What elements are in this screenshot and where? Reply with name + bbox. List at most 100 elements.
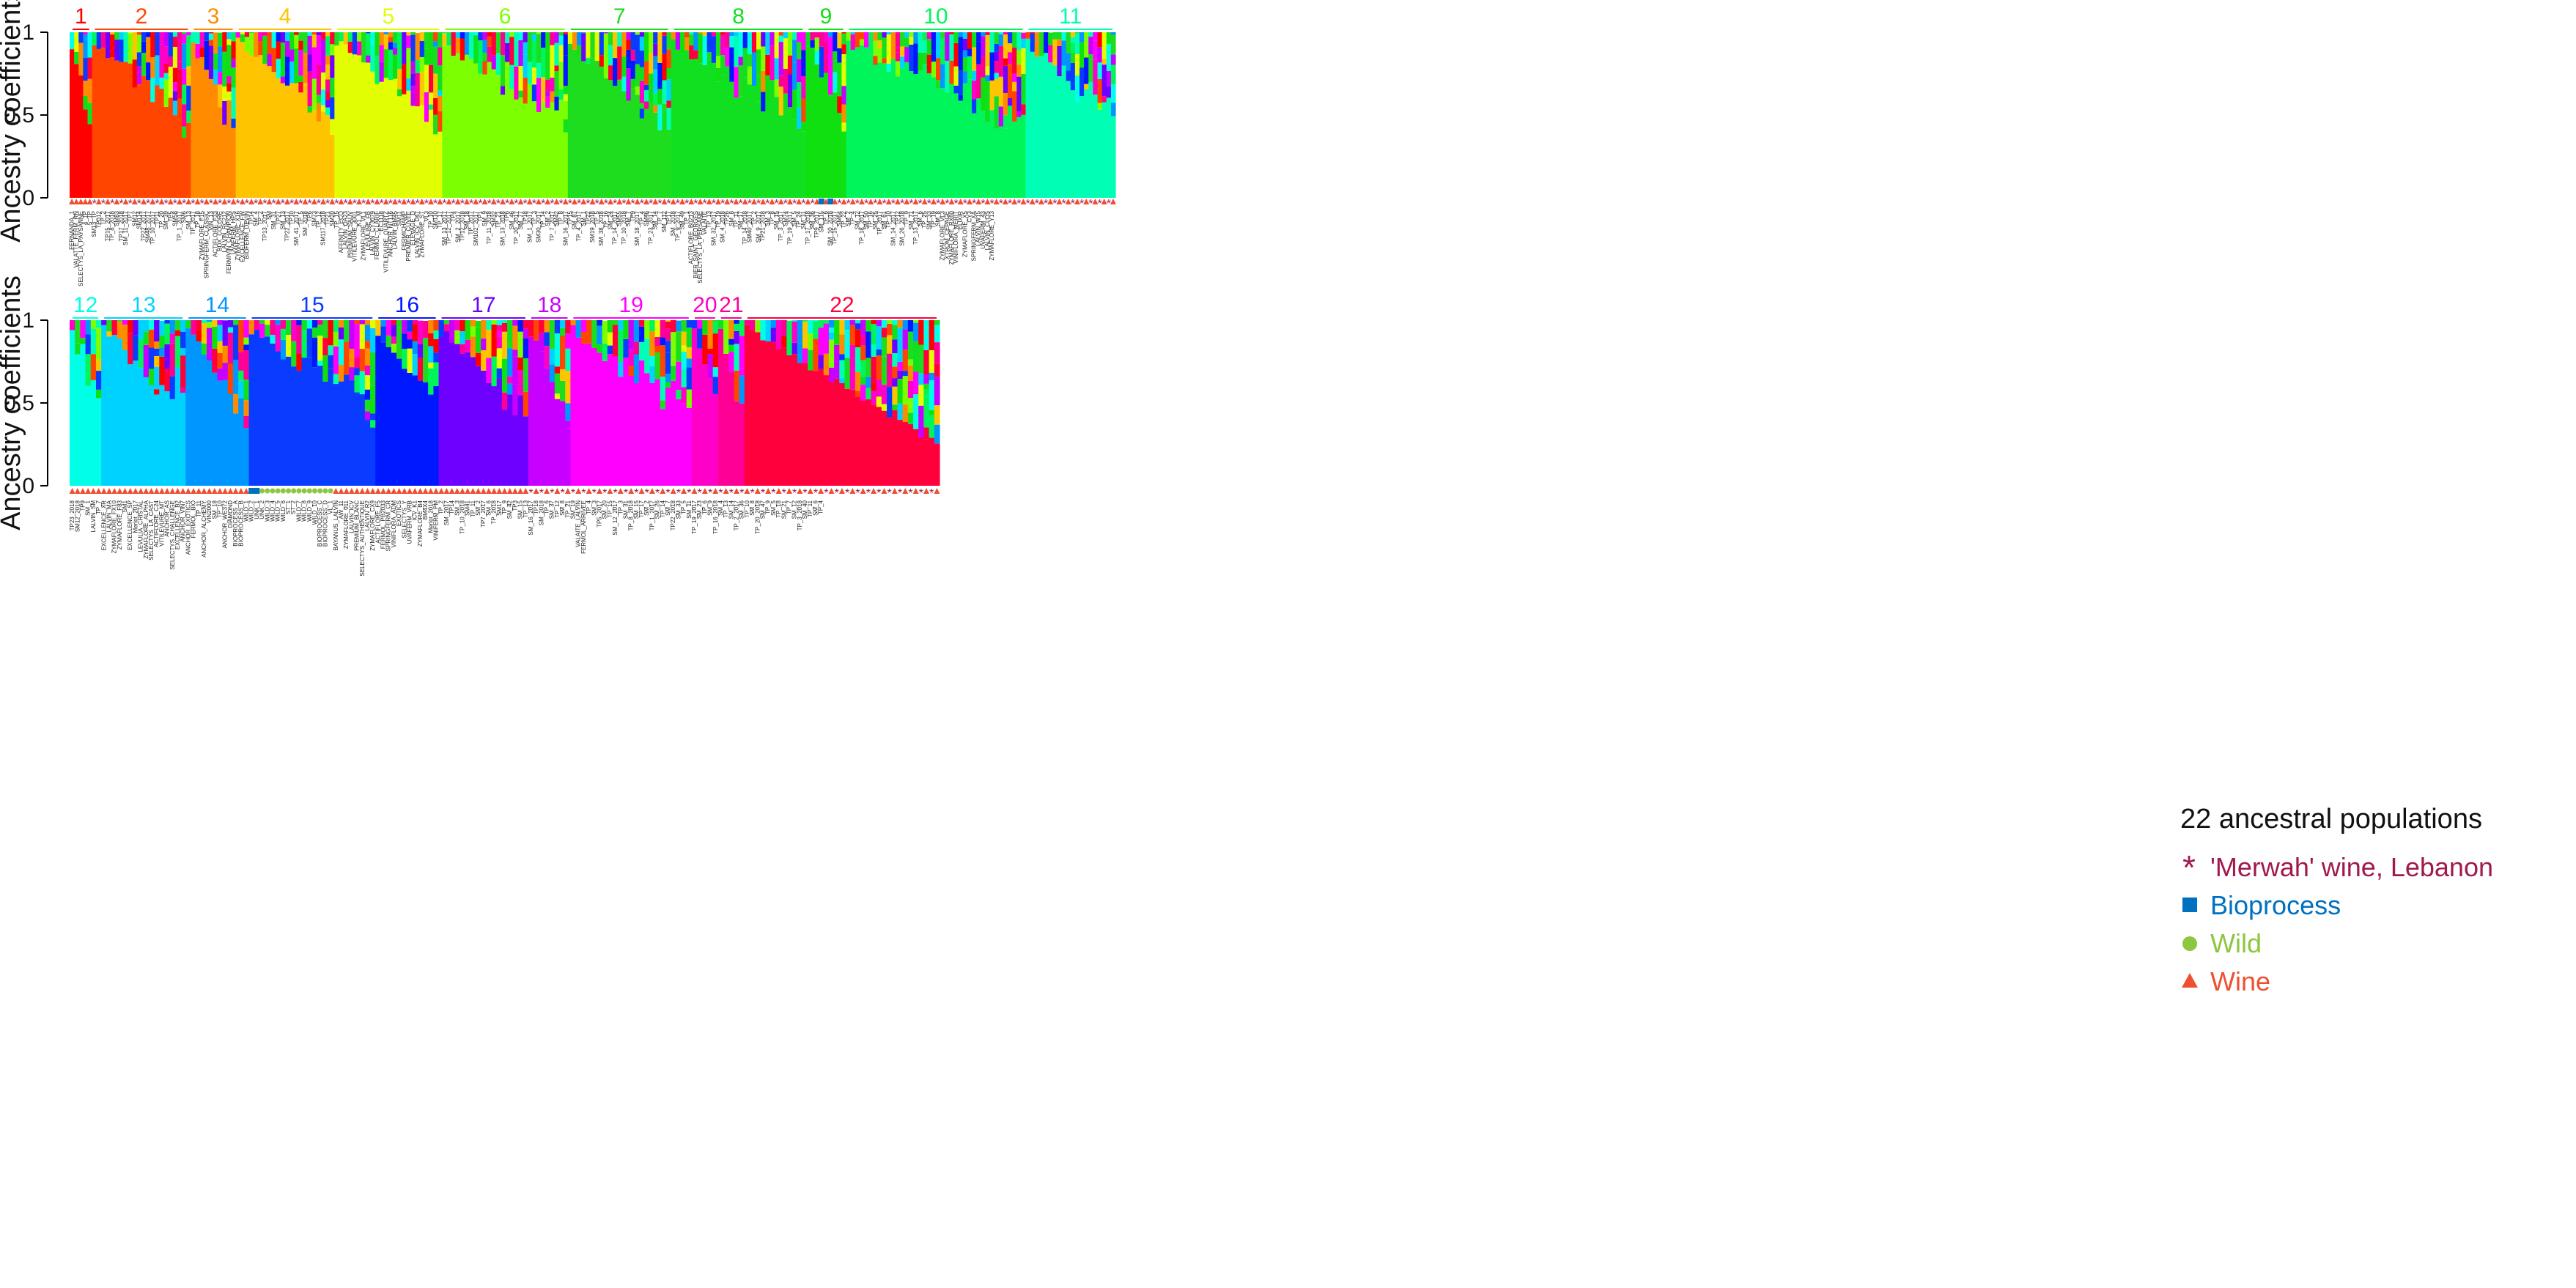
ancestry-bar-segment bbox=[122, 320, 128, 325]
ancestry-bar-segment bbox=[150, 57, 155, 78]
ancestry-bar-segment bbox=[613, 32, 618, 59]
ancestry-bar-segment bbox=[1057, 32, 1063, 40]
merwah-marker: * bbox=[739, 487, 744, 500]
wild-marker bbox=[317, 488, 323, 494]
ancestry-bar-segment bbox=[545, 32, 550, 51]
ancestry-bar-segment bbox=[929, 415, 935, 438]
ancestry-bar-segment bbox=[428, 346, 434, 363]
ancestry-bar-segment bbox=[496, 320, 503, 325]
ancestry-bar-segment bbox=[243, 350, 250, 380]
sample-label: SM_2_2017 bbox=[454, 210, 461, 243]
sample-label: SM_31 bbox=[270, 210, 277, 229]
merwah-marker: * bbox=[334, 198, 339, 210]
sample-label: SM13_TP bbox=[91, 211, 97, 237]
ancestry-bar-segment bbox=[841, 131, 847, 198]
merwah-marker: * bbox=[442, 198, 446, 210]
ancestry-bar-segment bbox=[554, 366, 561, 374]
ancestry-bar-segment bbox=[734, 36, 739, 67]
ancestry-bar-segment bbox=[626, 49, 632, 69]
ancestry-bar-segment bbox=[828, 95, 833, 198]
sample-label: SM_4_2018 bbox=[720, 210, 726, 243]
ancestry-bar-segment bbox=[333, 346, 339, 374]
ancestry-bar-segment bbox=[128, 63, 133, 199]
merwah-marker: * bbox=[613, 198, 617, 210]
ancestry-bar-segment bbox=[204, 70, 210, 199]
wine-marker bbox=[1083, 199, 1090, 204]
sample-label: SM_4 bbox=[253, 210, 259, 226]
legend-label-wine: Wine bbox=[2210, 966, 2270, 996]
wine-marker bbox=[141, 199, 147, 204]
ancestry-bar-segment bbox=[168, 56, 174, 67]
ancestry-bar-segment bbox=[186, 85, 191, 111]
sample-label: WILD_5 bbox=[275, 500, 281, 521]
merwah-marker: * bbox=[128, 198, 133, 210]
ancestry-bar-segment bbox=[860, 377, 866, 385]
ancestry-bar-segment bbox=[402, 94, 407, 198]
sample-label: SM_14 bbox=[728, 500, 734, 519]
ancestry-bar-segment bbox=[630, 50, 636, 61]
ancestry-bar-segment bbox=[545, 91, 550, 97]
merwah-marker: * bbox=[317, 198, 321, 210]
ancestry-bar-segment bbox=[734, 32, 739, 37]
ancestry-bar-segment bbox=[635, 32, 641, 35]
ancestry-bar-segment bbox=[742, 48, 748, 78]
ancestry-bar-segment bbox=[347, 32, 353, 42]
ancestry-bar-segment bbox=[698, 32, 704, 34]
sample-label: SM_7 bbox=[625, 210, 632, 226]
sample-label: Merlot_2018 bbox=[427, 500, 434, 533]
merwah-marker: * bbox=[577, 198, 581, 210]
ancestry-bar-segment bbox=[343, 44, 349, 198]
sample-label: SM_11_2017 bbox=[122, 210, 129, 245]
ancestry-bar-segment bbox=[860, 335, 866, 346]
ancestry-bar-segment bbox=[320, 72, 326, 90]
wine-marker bbox=[706, 199, 712, 204]
wine-marker bbox=[506, 488, 513, 494]
ancestry-bar-segment bbox=[539, 333, 545, 352]
ancestry-bar-segment bbox=[212, 372, 218, 486]
wine-marker bbox=[769, 199, 775, 204]
ancestry-bar-segment bbox=[475, 327, 481, 353]
ancestry-bar-segment bbox=[154, 341, 160, 349]
ancestry-bar-segment bbox=[514, 40, 520, 67]
ancestry-bar-segment bbox=[143, 377, 150, 486]
sample-label: SELECTYS_AUTHENTIQUE bbox=[359, 500, 366, 577]
merwah-marker: * bbox=[532, 198, 536, 210]
ancestry-bar-segment bbox=[1106, 86, 1112, 98]
ancestry-bar-segment bbox=[159, 347, 166, 357]
ancestry-bar-segment bbox=[554, 110, 560, 198]
ancestry-bar-segment bbox=[909, 44, 914, 72]
legend-label-wild: Wild bbox=[2210, 928, 2262, 958]
wine-marker bbox=[127, 488, 133, 494]
ancestry-bar-segment bbox=[523, 328, 529, 339]
wine-marker bbox=[660, 488, 666, 494]
ancestry-bar-segment bbox=[85, 320, 92, 335]
ancestry-bar-segment bbox=[141, 75, 147, 198]
ancestry-bar-segment bbox=[402, 320, 408, 334]
ancestry-bar-segment bbox=[385, 335, 392, 347]
sample-label: SM_16_2017 bbox=[528, 500, 534, 535]
ancestry-bar-segment bbox=[1003, 32, 1008, 34]
wine-marker bbox=[266, 199, 273, 204]
ancestry-bar-segment bbox=[415, 73, 421, 107]
ancestry-bar-segment bbox=[545, 96, 550, 108]
ancestry-bar-segment bbox=[805, 32, 811, 47]
merwah-marker: * bbox=[254, 198, 258, 210]
ancestry-bar-segment bbox=[428, 104, 434, 110]
ancestry-bar-segment bbox=[577, 56, 582, 198]
ancestry-bar-segment bbox=[163, 79, 169, 107]
ancestry-bar-segment bbox=[860, 320, 866, 336]
wine-marker bbox=[1110, 199, 1116, 204]
ancestry-bar-segment bbox=[180, 348, 186, 356]
ancestry-bar-segment bbox=[644, 320, 650, 339]
ancestry-bar-segment bbox=[866, 358, 872, 377]
cluster-number: 18 bbox=[537, 293, 561, 317]
ancestry-bar-segment bbox=[397, 37, 402, 70]
ancestry-bar-segment bbox=[998, 45, 1004, 77]
ancestry-bar-segment bbox=[828, 327, 835, 333]
ancestry-bar-segment bbox=[554, 399, 561, 486]
sample-label: SM1 bbox=[122, 500, 128, 512]
ancestry-bar-segment bbox=[989, 52, 995, 81]
merwah-marker: * bbox=[370, 198, 374, 210]
merwah-marker: * bbox=[989, 198, 994, 210]
ancestry-bar-segment bbox=[597, 352, 603, 486]
